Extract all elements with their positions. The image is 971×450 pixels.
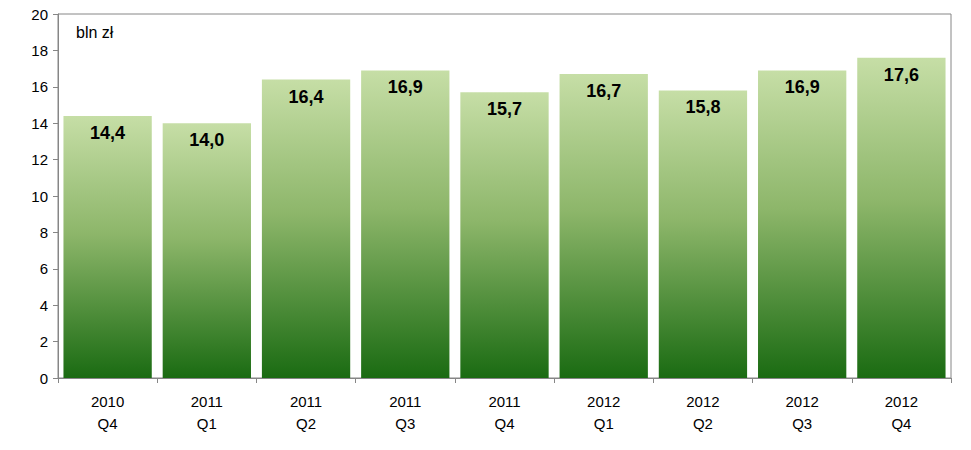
svg-text:16,9: 16,9 xyxy=(785,77,820,97)
svg-text:14: 14 xyxy=(31,115,48,132)
svg-text:17,6: 17,6 xyxy=(884,65,919,85)
svg-text:Q4: Q4 xyxy=(891,415,911,432)
svg-text:Q1: Q1 xyxy=(197,415,217,432)
svg-text:2011: 2011 xyxy=(290,393,322,410)
svg-text:8: 8 xyxy=(40,224,48,241)
svg-text:2012: 2012 xyxy=(686,393,719,410)
svg-text:6: 6 xyxy=(40,260,48,277)
svg-text:12: 12 xyxy=(31,151,48,168)
svg-text:2012: 2012 xyxy=(885,393,918,410)
svg-text:0: 0 xyxy=(40,370,48,387)
svg-text:2010: 2010 xyxy=(91,393,124,410)
svg-text:2012: 2012 xyxy=(587,393,620,410)
svg-text:2011: 2011 xyxy=(488,393,520,410)
svg-text:16: 16 xyxy=(31,78,48,95)
svg-text:16,4: 16,4 xyxy=(289,87,324,107)
svg-text:Q3: Q3 xyxy=(395,415,415,432)
svg-text:14,0: 14,0 xyxy=(189,130,224,150)
svg-text:10: 10 xyxy=(31,188,48,205)
svg-text:2012: 2012 xyxy=(785,393,818,410)
svg-text:15,7: 15,7 xyxy=(487,99,522,119)
svg-text:16,9: 16,9 xyxy=(388,77,423,97)
svg-text:bln zł: bln zł xyxy=(76,24,114,41)
svg-text:2011: 2011 xyxy=(389,393,421,410)
svg-text:2011: 2011 xyxy=(191,393,223,410)
svg-text:20: 20 xyxy=(31,6,48,23)
svg-text:Q2: Q2 xyxy=(296,415,316,432)
svg-text:Q4: Q4 xyxy=(494,415,514,432)
svg-text:15,8: 15,8 xyxy=(685,97,720,117)
svg-text:Q3: Q3 xyxy=(792,415,812,432)
svg-text:16,7: 16,7 xyxy=(586,81,621,101)
svg-text:Q1: Q1 xyxy=(594,415,614,432)
svg-text:Q2: Q2 xyxy=(693,415,713,432)
svg-text:14,4: 14,4 xyxy=(90,123,125,143)
svg-text:18: 18 xyxy=(31,42,48,59)
svg-text:2: 2 xyxy=(40,333,48,350)
svg-text:Q4: Q4 xyxy=(98,415,118,432)
svg-text:4: 4 xyxy=(40,297,48,314)
